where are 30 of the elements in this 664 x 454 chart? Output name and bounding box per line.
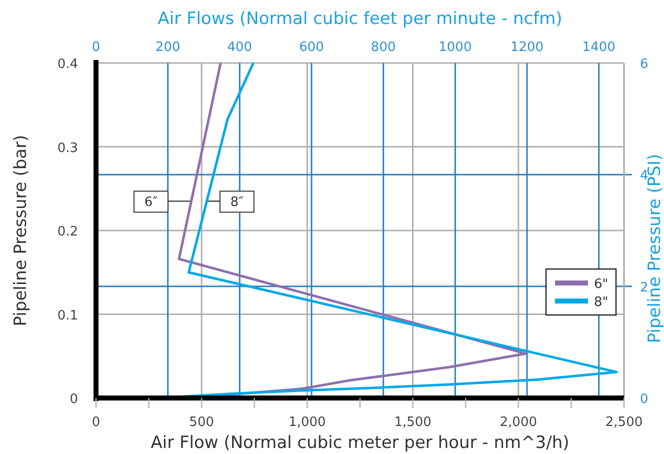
x2-tick-label: 600 xyxy=(299,40,324,55)
y2-tick-label: 4 xyxy=(640,168,648,184)
x-tick-label: 2,000 xyxy=(500,415,538,430)
x-tick-label: 1,500 xyxy=(394,415,432,430)
x-tick-label: 1,000 xyxy=(288,415,326,430)
y-tick-label: 0.2 xyxy=(57,224,78,240)
x2-tick-label: 1400 xyxy=(582,40,616,55)
annotation: 6″ xyxy=(144,195,158,210)
x2-tick-label: 1000 xyxy=(438,40,472,55)
x-tick-label: 2,500 xyxy=(605,415,643,430)
y2-tick-label: 0 xyxy=(640,392,648,407)
x2-axis-title: Air Flows (Normal cubic feet per minute - ncfm) xyxy=(158,9,562,29)
x2-tick-label: 800 xyxy=(370,40,396,55)
y2-tick-label: 6 xyxy=(640,57,648,72)
legend-label: 6" xyxy=(594,277,608,292)
x-tick-label: 500 xyxy=(189,415,214,430)
x2-tick-label: 200 xyxy=(155,40,180,55)
x-tick-label: 0 xyxy=(92,415,100,430)
x2-tick-label: 400 xyxy=(227,40,252,55)
annotation: 8″ xyxy=(230,195,244,210)
y-tick-label: 0.1 xyxy=(57,308,78,324)
y-axis-title: Pipeline Pressure (bar) xyxy=(11,134,31,326)
legend-label: 8" xyxy=(594,295,608,310)
y-tick-label: 0.4 xyxy=(57,57,78,72)
y-tick-label: 0 xyxy=(70,392,78,407)
y-tick-label: 0.3 xyxy=(57,140,78,156)
x-axis-title: Air Flow (Normal cubic meter per hour - nm^3/h) xyxy=(150,433,570,453)
y2-tick-label: 2 xyxy=(640,280,648,296)
x2-tick-label: 0 xyxy=(92,40,100,55)
x2-tick-label: 1200 xyxy=(510,40,544,55)
